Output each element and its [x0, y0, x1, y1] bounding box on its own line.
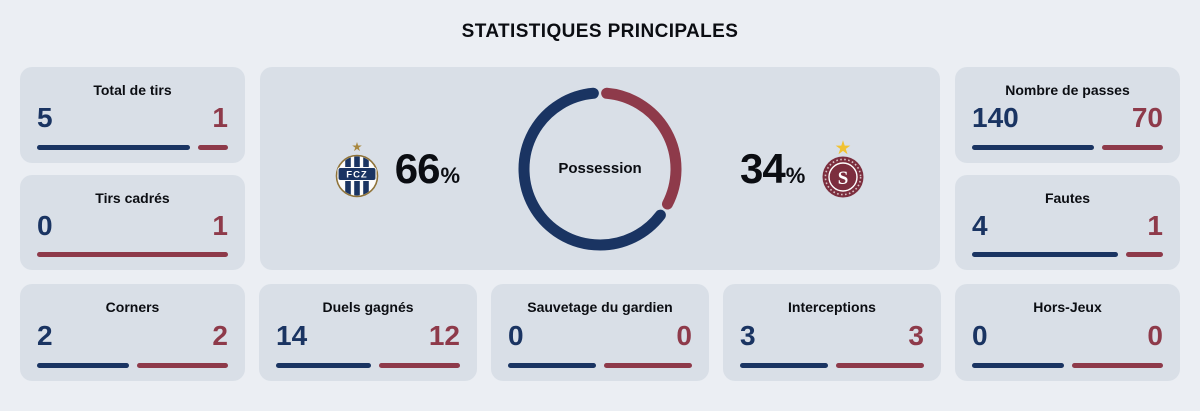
- stat-card-sauvetage-du-gardien: Sauvetage du gardien 0 0: [491, 284, 709, 381]
- stat-bars: [37, 252, 228, 257]
- left-stats-column: Total de tirs 5 1 Tirs cadrés 0 1: [20, 67, 245, 270]
- stat-label: Tirs cadrés: [95, 190, 170, 206]
- stat-values: 0 0: [508, 319, 692, 351]
- fcz-star-icon: [351, 141, 362, 151]
- servette-team-logo: S: [822, 139, 864, 197]
- home-value: 140: [972, 102, 1019, 133]
- home-bar: [972, 363, 1064, 368]
- away-bar: [378, 363, 460, 368]
- away-value: 1: [1147, 209, 1163, 241]
- away-bar: [1126, 252, 1163, 257]
- stat-label: Duels gagnés: [322, 299, 414, 315]
- page-title: STATISTIQUES PRINCIPALES: [461, 21, 739, 42]
- away-value: 1: [212, 102, 228, 133]
- stat-label: Sauvetage du gardien: [527, 299, 673, 315]
- stat-card-total-de-tirs: Total de tirs 5 1: [20, 67, 245, 163]
- away-value: 0: [1147, 319, 1163, 351]
- stat-values: 0 0: [972, 319, 1163, 351]
- stat-card-duels-gagnes: Duels gagnés 14 12: [259, 284, 477, 381]
- stat-bars: [37, 145, 228, 150]
- stat-card-tirs-cadres: Tirs cadrés 0 1: [20, 175, 245, 270]
- stat-label: Interceptions: [788, 299, 876, 315]
- stat-values: 5 1: [37, 104, 228, 132]
- stat-label: Hors-Jeux: [1033, 299, 1102, 315]
- possession-donut-chart: [518, 87, 682, 250]
- home-possession-pct: 66 %: [395, 145, 460, 193]
- possession-donut: Possession: [512, 81, 688, 257]
- home-bar: [972, 252, 1119, 257]
- stat-label: Corners: [105, 299, 160, 315]
- stat-bars: [972, 363, 1163, 368]
- fcz-badge-text: FCZ: [346, 169, 367, 180]
- stat-bars: [972, 145, 1163, 150]
- away-possession-pct: 34 %: [740, 145, 805, 193]
- away-pct-number: 34: [740, 144, 786, 192]
- fcz-team-logo: FCZ: [335, 141, 379, 197]
- home-bar: [508, 363, 596, 368]
- stat-values: 14 12: [276, 319, 460, 351]
- away-value: 1: [212, 209, 228, 241]
- possession-label: Possession: [558, 160, 642, 177]
- home-value: 3: [740, 319, 756, 351]
- home-value: 0: [972, 319, 988, 351]
- away-bar: [136, 363, 228, 368]
- home-bar: [37, 363, 129, 368]
- stat-card-nombre-de-passes: Nombre de passes 140 70: [955, 67, 1180, 163]
- away-bar: [197, 145, 228, 150]
- away-bar: [1071, 363, 1163, 368]
- home-value: 4: [972, 209, 988, 241]
- donut-home-arc: [518, 87, 666, 250]
- away-bar: [37, 252, 228, 257]
- servette-star-icon: [835, 139, 851, 154]
- home-team-side: FCZ 66 %: [333, 138, 460, 200]
- stat-label: Nombre de passes: [1005, 82, 1130, 98]
- home-bar: [276, 363, 371, 368]
- home-value: 0: [37, 209, 53, 241]
- right-stats-column: Nombre de passes 140 70 Fautes 4 1: [955, 67, 1180, 270]
- home-bar: [740, 363, 828, 368]
- away-bar: [836, 363, 924, 368]
- top-stats-section: Total de tirs 5 1 Tirs cadrés 0 1: [20, 67, 1180, 270]
- home-pct-sign: %: [440, 162, 460, 188]
- stat-card-fautes: Fautes 4 1: [955, 175, 1180, 270]
- stat-values: 2 2: [37, 319, 228, 351]
- stat-bars: [508, 363, 692, 368]
- stat-card-interceptions: Interceptions 3 3: [723, 284, 941, 381]
- bottom-stats-section: Corners 2 2 Duels gagnés 14 12 Sauvetage…: [20, 284, 1180, 381]
- stat-bars: [37, 363, 228, 368]
- stat-bars: [740, 363, 924, 368]
- stat-label: Fautes: [1044, 190, 1091, 206]
- stat-label: Total de tirs: [93, 82, 172, 98]
- servette-badge-text: S: [838, 168, 849, 189]
- away-bar: [1102, 145, 1163, 150]
- away-value: 12: [428, 319, 460, 351]
- stat-bars: [276, 363, 460, 368]
- stat-bars: [972, 252, 1163, 257]
- home-value: 14: [276, 319, 308, 351]
- home-value: 0: [508, 319, 524, 351]
- away-value: 70: [1131, 102, 1163, 133]
- home-value: 2: [37, 319, 53, 351]
- away-value: 2: [212, 319, 228, 351]
- away-team-side: 34 % S: [740, 138, 867, 200]
- away-value: 0: [676, 319, 692, 351]
- stat-values: 140 70: [972, 104, 1163, 132]
- stat-card-corners: Corners 2 2: [20, 284, 245, 381]
- home-pct-number: 66: [394, 144, 441, 192]
- away-pct-sign: %: [785, 162, 806, 188]
- stat-card-hors-jeux: Hors-Jeux 0 0: [955, 284, 1180, 381]
- home-bar: [37, 145, 190, 150]
- donut-away-arc: [601, 87, 682, 209]
- stat-values: 0 1: [37, 209, 228, 241]
- stat-values: 4 1: [972, 209, 1163, 241]
- possession-panel: FCZ 66 % Possession 34 %: [260, 67, 940, 270]
- home-bar: [972, 145, 1094, 150]
- home-value: 5: [37, 102, 53, 133]
- away-bar: [604, 363, 692, 368]
- stat-values: 3 3: [740, 319, 924, 351]
- away-value: 3: [908, 319, 924, 351]
